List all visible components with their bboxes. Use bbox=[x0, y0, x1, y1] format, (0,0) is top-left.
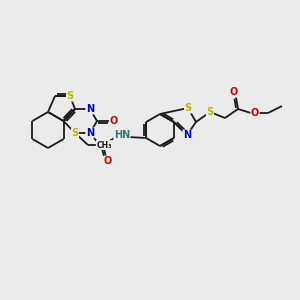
Text: O: O bbox=[110, 116, 118, 126]
Text: O: O bbox=[251, 108, 259, 118]
Text: HN: HN bbox=[114, 130, 130, 140]
Text: S: S bbox=[71, 128, 79, 138]
Text: S: S bbox=[66, 91, 74, 101]
Text: CH₃: CH₃ bbox=[96, 140, 112, 149]
Text: N: N bbox=[86, 104, 94, 114]
Text: S: S bbox=[206, 107, 214, 117]
Text: N: N bbox=[183, 130, 191, 140]
Text: O: O bbox=[230, 87, 238, 97]
Text: S: S bbox=[184, 103, 192, 113]
Text: N: N bbox=[86, 128, 94, 138]
Text: O: O bbox=[104, 156, 112, 166]
